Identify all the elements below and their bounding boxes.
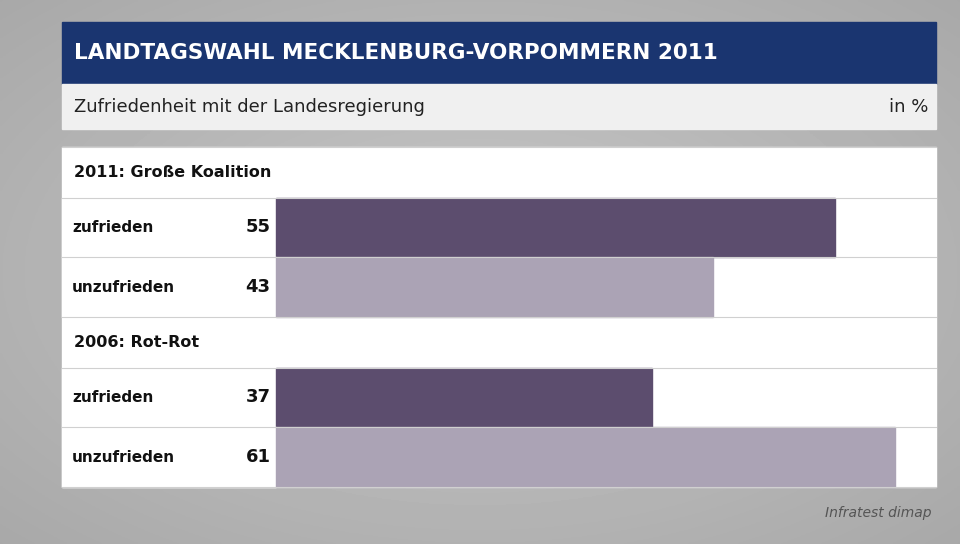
Text: 61: 61: [246, 448, 271, 466]
Text: zufrieden: zufrieden: [72, 390, 154, 405]
Text: Infratest dimap: Infratest dimap: [825, 505, 931, 520]
Text: 37: 37: [246, 388, 271, 406]
Text: 43: 43: [246, 278, 271, 296]
Text: unzufrieden: unzufrieden: [72, 280, 175, 294]
Bar: [198, 257, 276, 317]
Bar: [62, 84, 936, 129]
Text: 55: 55: [246, 219, 271, 237]
Bar: [198, 427, 276, 487]
Bar: [198, 197, 276, 257]
Bar: [276, 368, 652, 427]
Text: in %: in %: [889, 97, 928, 116]
Bar: [62, 427, 198, 487]
Text: 2006: Rot-Rot: 2006: Rot-Rot: [74, 335, 199, 350]
Bar: [62, 147, 936, 487]
Text: 2011: Große Koalition: 2011: Große Koalition: [74, 165, 272, 180]
Text: LANDTAGSWAHL MECKLENBURG-VORPOMMERN 2011: LANDTAGSWAHL MECKLENBURG-VORPOMMERN 2011: [74, 43, 718, 63]
Text: Zufriedenheit mit der Landesregierung: Zufriedenheit mit der Landesregierung: [74, 97, 424, 116]
Bar: [276, 197, 834, 257]
Text: zufrieden: zufrieden: [72, 220, 154, 235]
Bar: [276, 257, 712, 317]
Bar: [62, 22, 936, 84]
Bar: [62, 197, 198, 257]
Bar: [62, 368, 198, 427]
Bar: [276, 427, 896, 487]
Bar: [62, 257, 198, 317]
Text: unzufrieden: unzufrieden: [72, 449, 175, 465]
Bar: [198, 368, 276, 427]
